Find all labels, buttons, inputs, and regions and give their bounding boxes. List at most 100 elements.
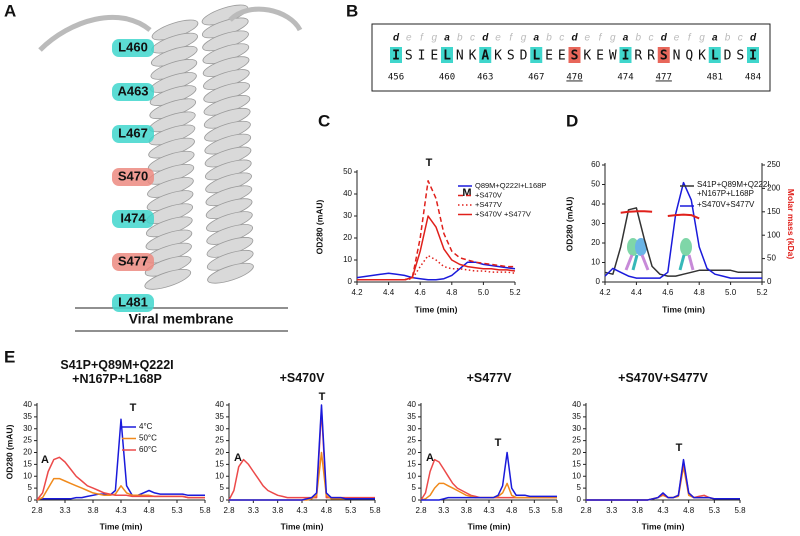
- x-tick-label: 5.2: [756, 288, 768, 297]
- y-tick-label: 35: [572, 412, 581, 421]
- y-tick-label: 50: [591, 180, 600, 189]
- y-tick-label: 5: [28, 483, 33, 492]
- peak-annotation: T: [426, 157, 433, 169]
- legend-label: Q89M+Q222I+L168P: [475, 181, 546, 190]
- x-tick-label: 4.8: [321, 506, 333, 515]
- panel-label: B: [346, 1, 358, 20]
- residue-letter: R: [647, 49, 655, 64]
- residue-letter: L: [443, 49, 451, 64]
- y-tick-label: 15: [215, 459, 224, 468]
- residue-highlight: [112, 83, 154, 101]
- y-tick-label: 40: [343, 189, 352, 198]
- y-tick-label: 10: [215, 471, 224, 480]
- heptad-letter: f: [420, 33, 424, 44]
- residue-letter: S: [736, 49, 744, 64]
- y-tick-label: 20: [343, 233, 352, 242]
- series-line: [586, 466, 740, 501]
- x-tick-label: 4.2: [599, 288, 611, 297]
- residue-letter: S: [405, 49, 413, 64]
- x-tick-label: 4.8: [143, 506, 155, 515]
- legend-label: +S477V: [475, 200, 502, 209]
- y-tick-label: 60: [591, 160, 600, 169]
- x-tick-label: 5.8: [199, 506, 211, 515]
- heptad-letter: b: [457, 33, 463, 44]
- residue-label: A463: [117, 83, 148, 98]
- residue-highlight: [530, 47, 543, 63]
- residue-letter: W: [609, 49, 617, 64]
- residue-highlight: [619, 47, 632, 63]
- x-tick-label: 3.8: [461, 506, 473, 515]
- x-tick-label: 5.8: [369, 506, 381, 515]
- series-line: [36, 456, 205, 501]
- series-line: [604, 181, 762, 279]
- y-tick-label: 40: [215, 400, 224, 409]
- x-tick-label: 5.3: [171, 506, 183, 515]
- series-line: [357, 254, 516, 281]
- peak-annotation: A: [426, 452, 434, 464]
- legend-label-box: S41P+Q89M+Q222I +N167P+L168P: [697, 180, 770, 198]
- heptad-letter: d: [661, 33, 668, 44]
- heptad-letter: e: [495, 33, 501, 44]
- y-tick-label: 40: [407, 400, 416, 409]
- x-tick-label: 2.8: [223, 506, 235, 515]
- heptad-letter: d: [393, 33, 400, 44]
- residue-highlight: [390, 47, 402, 63]
- chart-title: S41P+Q89M+Q222I +N167P+L168P: [60, 358, 174, 387]
- heptad-letter: a: [712, 33, 718, 44]
- x-tick-label: 4.6: [415, 288, 427, 297]
- residue-label: L467: [118, 125, 148, 140]
- legend-label: +S470V: [475, 190, 502, 199]
- residue-number: 484: [745, 73, 761, 83]
- heptad-letter: f: [509, 33, 513, 44]
- x-tick-label: 5.3: [709, 506, 721, 515]
- x-tick-label: 4.8: [683, 506, 695, 515]
- heptad-letter: c: [649, 33, 654, 44]
- y-tick-label: 10: [343, 255, 352, 264]
- residue-highlight: [112, 294, 154, 312]
- peak-annotation: A: [234, 452, 242, 464]
- x-axis-label: Time (min): [662, 304, 705, 314]
- legend-label: 60°C: [139, 445, 157, 454]
- residue-letter: D: [724, 49, 732, 64]
- x-tick-label: 4.4: [383, 288, 395, 297]
- x-axis-label: Time (min): [642, 521, 685, 531]
- residue-letter: I: [418, 49, 426, 64]
- membrane-label: Viral membrane: [129, 311, 234, 327]
- y-tick-label: 5: [412, 483, 417, 492]
- residue-number: 477: [656, 73, 672, 83]
- y-tick-label: 30: [343, 211, 352, 220]
- y-tick-label: 20: [407, 448, 416, 457]
- heptad-letter: b: [546, 33, 552, 44]
- heptad-letter: a: [444, 33, 450, 44]
- series-line: [37, 418, 205, 500]
- y2-axis-label: Molar mass (kDa): [786, 189, 796, 260]
- residue-letter: E: [545, 49, 553, 64]
- residue-letter: K: [469, 49, 477, 64]
- heptad-letter: f: [688, 33, 692, 44]
- residue-number: 463: [477, 73, 493, 83]
- residue-letter: Q: [685, 49, 693, 64]
- heptad-letter: a: [623, 33, 629, 44]
- peak-annotation: T: [319, 391, 326, 403]
- y-tick-label: 25: [215, 436, 224, 445]
- residue-letter: N: [673, 49, 681, 64]
- residue-highlight: [479, 47, 492, 63]
- chart-title-box: +S477V: [467, 371, 512, 385]
- series-line: [620, 210, 700, 220]
- panel-label: D: [566, 111, 578, 130]
- residue-letter: D: [520, 49, 528, 64]
- x-tick-label: 4.3: [296, 506, 308, 515]
- peak-annotation: A: [41, 454, 49, 466]
- y-tick-label: 15: [23, 459, 32, 468]
- legend-label: 50°C: [139, 434, 157, 443]
- chart-title: +S470V+S477V: [618, 371, 708, 385]
- y-tick-label: 25: [23, 436, 32, 445]
- protein-structure: [38, 4, 303, 290]
- y-tick-label: 30: [407, 424, 416, 433]
- x-tick-label: 4.6: [662, 288, 674, 297]
- residue-highlight: [112, 39, 154, 57]
- y-tick-label: 30: [23, 424, 32, 433]
- x-tick-label: 4.8: [446, 288, 458, 297]
- x-tick-label: 2.8: [31, 506, 43, 515]
- y-tick-label: 40: [572, 400, 581, 409]
